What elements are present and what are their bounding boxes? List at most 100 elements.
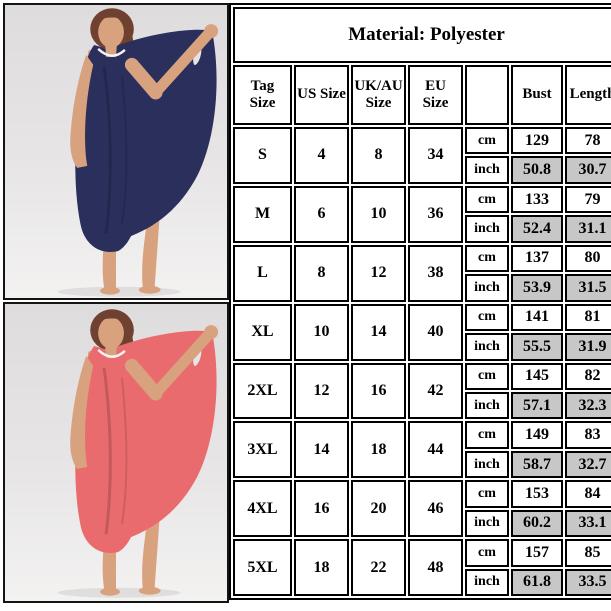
- table-row: Material: Polyester: [233, 7, 611, 63]
- length-cm-value: 81: [565, 303, 611, 332]
- length-inch-value: 32.3: [565, 391, 611, 420]
- us-size-cell: 4: [294, 127, 349, 184]
- table-row: 4XL 16 20 46 cm 153 84: [233, 480, 611, 538]
- unit-cm-label: cm: [465, 480, 509, 508]
- unit-inch-label: inch: [465, 450, 509, 479]
- table-row: inch 52.4 31.1: [233, 215, 611, 243]
- bust-cm-value: 129: [511, 127, 563, 155]
- bust-inch-value: 57.1: [511, 391, 563, 420]
- length-inch-value: 33.5: [565, 568, 611, 596]
- ukau-size-cell: 16: [351, 362, 406, 420]
- table-row: M 6 10 36 cm 133 79: [233, 185, 611, 243]
- bust-inch-value: 61.8: [511, 568, 563, 596]
- table-row: inch 61.8 33.5: [233, 568, 611, 596]
- length-inch-value: 33.1: [565, 509, 611, 538]
- bust-cm-value: 157: [511, 539, 563, 567]
- col-header-unit: [465, 65, 509, 125]
- length-inch-value: 31.5: [565, 274, 611, 302]
- bust-inch-value: 53.9: [511, 274, 563, 302]
- length-cm-value: 78: [565, 127, 611, 155]
- tag-size-cell: S: [233, 127, 292, 184]
- bust-cm-value: 145: [511, 362, 563, 390]
- ukau-size-cell: 8: [351, 127, 406, 184]
- eu-size-cell: 46: [408, 480, 463, 538]
- table-row: inch 60.2 33.1: [233, 509, 611, 538]
- size-chart-table: Material: Polyester Tag Size US Size UK/…: [229, 3, 611, 600]
- bust-cm-value: 133: [511, 185, 563, 214]
- length-inch-value: 31.9: [565, 333, 611, 361]
- length-inch-value: 32.7: [565, 450, 611, 479]
- photo-navy-dress: [3, 3, 229, 300]
- bust-cm-value: 141: [511, 303, 563, 332]
- ukau-size-cell: 12: [351, 244, 406, 302]
- unit-cm-label: cm: [465, 244, 509, 273]
- table-row: inch 57.1 32.3: [233, 391, 611, 420]
- unit-cm-label: cm: [465, 185, 509, 214]
- bust-inch-value: 58.7: [511, 450, 563, 479]
- bust-inch-value: 50.8: [511, 156, 563, 184]
- model-photo-illustration: [57, 8, 219, 297]
- eu-size-cell: 40: [408, 303, 463, 361]
- unit-cm-label: cm: [465, 539, 509, 567]
- col-header-us-size: US Size: [294, 65, 349, 125]
- table-row: S 4 8 34 cm 129 78: [233, 127, 611, 184]
- length-inch-value: 30.7: [565, 156, 611, 184]
- col-header-ukau-size: UK/AU Size: [351, 65, 406, 125]
- unit-cm-label: cm: [465, 421, 509, 449]
- tag-size-cell: 2XL: [233, 362, 292, 420]
- table-row: 3XL 14 18 44 cm 149 83: [233, 421, 611, 479]
- length-cm-value: 82: [565, 362, 611, 390]
- unit-cm-label: cm: [465, 303, 509, 332]
- ukau-size-cell: 18: [351, 421, 406, 479]
- ukau-size-cell: 10: [351, 185, 406, 243]
- size-chart: Material: Polyester Tag Size US Size UK/…: [229, 3, 611, 600]
- unit-cm-label: cm: [465, 127, 509, 155]
- us-size-cell: 8: [294, 244, 349, 302]
- eu-size-cell: 44: [408, 421, 463, 479]
- bust-cm-value: 153: [511, 480, 563, 508]
- length-cm-value: 85: [565, 539, 611, 567]
- bust-inch-value: 52.4: [511, 215, 563, 243]
- table-row: L 8 12 38 cm 137 80: [233, 244, 611, 302]
- eu-size-cell: 38: [408, 244, 463, 302]
- col-header-tag-size: Tag Size: [233, 65, 292, 125]
- col-header-length: Length: [565, 65, 611, 125]
- tag-size-cell: XL: [233, 303, 292, 361]
- tag-size-cell: L: [233, 244, 292, 302]
- material-header: Material: Polyester: [233, 7, 611, 63]
- bust-inch-value: 60.2: [511, 509, 563, 538]
- us-size-cell: 18: [294, 539, 349, 596]
- length-cm-value: 80: [565, 244, 611, 273]
- bust-cm-value: 137: [511, 244, 563, 273]
- us-size-cell: 10: [294, 303, 349, 361]
- table-row: inch 50.8 30.7: [233, 156, 611, 184]
- us-size-cell: 12: [294, 362, 349, 420]
- table-row: inch 55.5 31.9: [233, 333, 611, 361]
- eu-size-cell: 36: [408, 185, 463, 243]
- table-row: XL 10 14 40 cm 141 81: [233, 303, 611, 361]
- eu-size-cell: 48: [408, 539, 463, 596]
- tag-size-cell: 5XL: [233, 539, 292, 596]
- table-row: Tag Size US Size UK/AU Size EU Size Bust…: [233, 65, 611, 125]
- ukau-size-cell: 22: [351, 539, 406, 596]
- us-size-cell: 6: [294, 185, 349, 243]
- unit-cm-label: cm: [465, 362, 509, 390]
- table-row: 2XL 12 16 42 cm 145 82: [233, 362, 611, 420]
- unit-inch-label: inch: [465, 333, 509, 361]
- length-inch-value: 31.1: [565, 215, 611, 243]
- length-cm-value: 83: [565, 421, 611, 449]
- unit-inch-label: inch: [465, 156, 509, 184]
- col-header-eu-size: EU Size: [408, 65, 463, 125]
- table-row: inch 53.9 31.5: [233, 274, 611, 302]
- col-header-bust: Bust: [511, 65, 563, 125]
- unit-inch-label: inch: [465, 509, 509, 538]
- bust-inch-value: 55.5: [511, 333, 563, 361]
- unit-inch-label: inch: [465, 391, 509, 420]
- eu-size-cell: 42: [408, 362, 463, 420]
- unit-inch-label: inch: [465, 568, 509, 596]
- eu-size-cell: 34: [408, 127, 463, 184]
- bust-cm-value: 149: [511, 421, 563, 449]
- photo-coral-dress: [3, 302, 229, 603]
- unit-inch-label: inch: [465, 274, 509, 302]
